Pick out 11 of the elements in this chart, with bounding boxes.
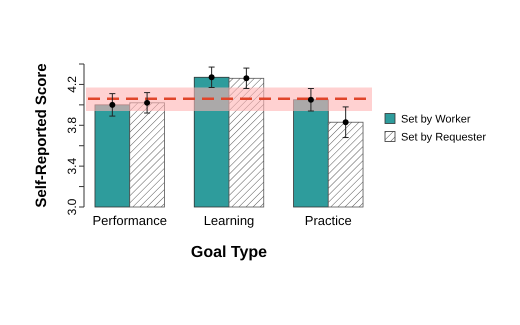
y-tick-label: 3.0: [65, 198, 79, 216]
legend-label: Set by Worker: [401, 114, 471, 126]
legend-label: Set by Requester: [401, 132, 486, 144]
y-axis-title: Self-Reported Score: [33, 63, 50, 208]
x-tick-label: Performance: [92, 213, 167, 228]
y-tick-label: 4.2: [65, 76, 79, 93]
y-tick-label: 3.4: [65, 157, 79, 174]
y-tick-label: 3.8: [65, 116, 79, 134]
x-tick-label: Learning: [204, 213, 254, 228]
x-axis-title: Goal Type: [190, 244, 268, 261]
x-tick-label: Practice: [304, 213, 352, 228]
